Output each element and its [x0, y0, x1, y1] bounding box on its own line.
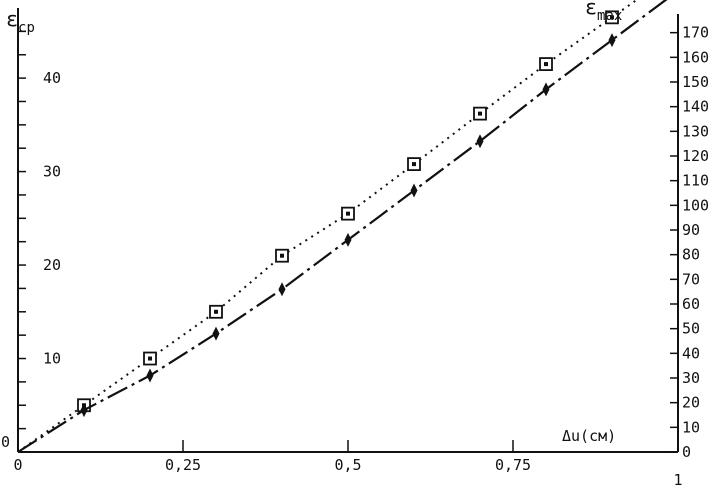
left-axis-title: εcp: [6, 7, 35, 36]
series-2-point: [80, 403, 88, 418]
right-tick-label: 30: [682, 369, 700, 387]
series-2-point: [344, 232, 352, 247]
right-tick-label: 170: [682, 24, 709, 42]
right-tick-label: 120: [682, 147, 709, 165]
series-1-point-dot: [610, 15, 614, 20]
origin-label: 0: [1, 433, 10, 451]
x-tick-label: 1: [673, 471, 682, 487]
right-tick-label: 110: [682, 172, 709, 190]
right-tick-label: 150: [682, 73, 709, 91]
right-tick-label: 10: [682, 418, 700, 436]
right-tick-label: 160: [682, 48, 709, 66]
right-tick-label: 80: [682, 246, 700, 264]
right-tick-label: 0: [682, 443, 691, 461]
right-tick-label: 140: [682, 98, 709, 116]
right-tick-label: 50: [682, 320, 700, 338]
series-2-point: [212, 326, 220, 341]
series-1-point-dot: [478, 111, 482, 116]
series-2-line: [17, 0, 668, 453]
series-1-point-dot: [412, 162, 416, 167]
right-tick-label: 100: [682, 196, 709, 214]
x-tick-label: 0,5: [334, 456, 361, 474]
left-tick-label: 30: [43, 163, 61, 181]
series-1-point-dot: [214, 309, 218, 314]
right-tick-label: 130: [682, 122, 709, 140]
series-2-point: [542, 82, 550, 97]
series-1-point-dot: [544, 62, 548, 67]
series-2-point: [146, 368, 154, 383]
right-axis-title: εmax: [585, 0, 622, 24]
x-tick-label: 0,75: [495, 456, 531, 474]
series-2-point: [476, 134, 484, 149]
series-1-point-dot: [346, 211, 350, 216]
series-1-point-dot: [280, 253, 284, 258]
axes: [17, 8, 679, 453]
right-tick-label: 70: [682, 270, 700, 288]
x-axis-label: Δu(см): [562, 427, 616, 445]
right-tick-label: 20: [682, 394, 700, 412]
left-tick-label: 40: [43, 69, 61, 87]
series-2-point: [410, 183, 418, 198]
x-tick-label: 0: [13, 456, 22, 474]
right-tick-label: 60: [682, 295, 700, 313]
x-tick-label: 0,25: [165, 456, 201, 474]
right-tick-label: 90: [682, 221, 700, 239]
series-2-point: [278, 282, 286, 297]
left-tick-label: 20: [43, 256, 61, 274]
series-1-point-dot: [148, 356, 152, 361]
series-layer: [17, 0, 668, 453]
ticks: 0 0,25 0,5 0,751102030400102030405060708090…: [13, 24, 709, 487]
series-2-point: [608, 33, 616, 48]
right-tick-label: 40: [682, 344, 700, 362]
series-1-line: [17, 0, 639, 453]
left-tick-label: 10: [43, 350, 61, 368]
